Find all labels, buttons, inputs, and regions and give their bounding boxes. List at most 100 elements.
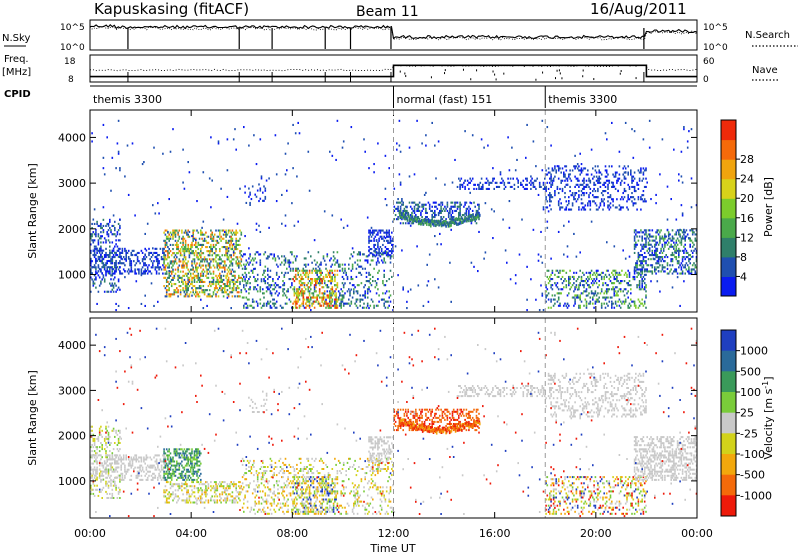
range-gate-cell (565, 169, 568, 172)
range-gate-cell (219, 248, 221, 251)
range-gate-cell (468, 187, 470, 190)
range-gate-cell (377, 288, 379, 291)
range-gate-cell (368, 231, 370, 234)
range-gate-cell (547, 210, 550, 213)
range-gate-cell (571, 202, 574, 205)
range-gate-cell (499, 171, 502, 174)
range-gate-cell (643, 200, 646, 203)
range-gate-cell (236, 295, 239, 298)
range-gate-cell (91, 425, 93, 428)
range-gate-cell (100, 462, 102, 465)
range-gate-cell (595, 282, 598, 285)
range-gate-cell (212, 237, 215, 240)
range-gate-cell (244, 253, 246, 256)
range-gate-cell (259, 259, 262, 262)
range-gate-cell (341, 275, 344, 278)
range-gate-cell (656, 247, 659, 250)
range-gate-cell (210, 233, 212, 236)
range-gate-cell (225, 246, 227, 249)
range-gate-cell (372, 231, 374, 234)
range-gate-cell (503, 183, 506, 186)
range-gate-cell (102, 249, 105, 252)
range-gate-cell (358, 253, 360, 256)
range-gate-cell (632, 179, 635, 182)
range-gate-cell (90, 276, 92, 279)
range-gate-cell (509, 185, 512, 188)
range-gate-cell (284, 173, 287, 176)
range-gate-cell (638, 256, 641, 259)
range-gate-cell (306, 304, 308, 307)
range-gate-cell (210, 272, 212, 275)
range-gate-cell (112, 249, 115, 252)
range-gate-cell (662, 239, 665, 242)
range-gate-cell (170, 283, 173, 286)
range-gate-cell (565, 200, 568, 203)
range-gate-cell (262, 304, 264, 307)
range-gate-cell (322, 255, 325, 258)
range-gate-cell (90, 425, 92, 428)
range-gate-cell (678, 256, 680, 259)
range-gate-cell (191, 260, 193, 263)
range-gate-cell (200, 274, 202, 277)
range-gate-cell (583, 284, 585, 287)
range-gate-cell (570, 179, 573, 182)
range-gate-cell (273, 302, 275, 305)
range-gate-cell (336, 259, 339, 262)
range-gate-cell (470, 261, 473, 264)
range-gate-cell (179, 291, 182, 294)
range-gate-cell (445, 224, 447, 228)
range-gate-cell (154, 247, 157, 250)
range-gate-cell (556, 187, 559, 190)
range-gate-cell (477, 215, 479, 219)
range-gate-cell (366, 216, 369, 219)
range-gate-cell (475, 209, 478, 212)
range-gate-cell (406, 307, 408, 310)
range-gate-cell (604, 185, 607, 188)
range-gate-cell (431, 216, 433, 219)
range-gate-cell (97, 266, 100, 269)
range-gate-cell (425, 211, 427, 214)
range-gate-cell (212, 293, 215, 296)
range-gate-cell (368, 235, 370, 238)
range-gate-cell (600, 290, 603, 293)
range-gate-cell (403, 216, 406, 220)
range-gate-cell (441, 218, 444, 221)
range-gate-cell (172, 235, 174, 238)
range-gate-cell (344, 269, 346, 272)
range-gate-cell (187, 235, 189, 238)
range-gate-cell (92, 492, 95, 495)
range-gate-cell (348, 302, 350, 305)
range-gate-cell (554, 190, 556, 193)
range-gate-cell (275, 263, 278, 266)
range-gate-cell (177, 252, 179, 255)
range-gate-cell (583, 185, 585, 188)
range-gate-cell (235, 148, 237, 151)
nave-dot (542, 71, 544, 74)
range-gate-cell (597, 177, 599, 180)
range-gate-cell (655, 251, 657, 254)
range-gate-cell (368, 249, 370, 252)
range-gate-cell (342, 294, 345, 297)
range-gate-cell (597, 300, 599, 303)
range-gate-cell (526, 265, 528, 268)
range-gate-cell (627, 183, 629, 186)
range-gate-cell (117, 280, 120, 283)
range-gate-cell (654, 251, 656, 254)
power-cells (90, 119, 698, 312)
range-gate-cell (107, 439, 110, 442)
range-gate-cell (326, 294, 329, 297)
range-gate-cell (643, 278, 646, 281)
range-gate-cell (382, 292, 384, 295)
range-gate-cell (119, 429, 121, 432)
range-gate-cell (274, 282, 277, 285)
range-gate-cell (475, 211, 478, 214)
colorbar-tick-label: 28 (740, 153, 754, 166)
range-gate-cell (310, 298, 312, 301)
range-gate-cell (542, 181, 545, 184)
range-gate-cell (292, 288, 294, 291)
range-gate-cell (455, 209, 458, 212)
range-gate-cell (646, 270, 648, 273)
range-gate-cell (226, 258, 229, 261)
range-gate-cell (373, 237, 375, 240)
range-gate-cell (575, 177, 578, 180)
